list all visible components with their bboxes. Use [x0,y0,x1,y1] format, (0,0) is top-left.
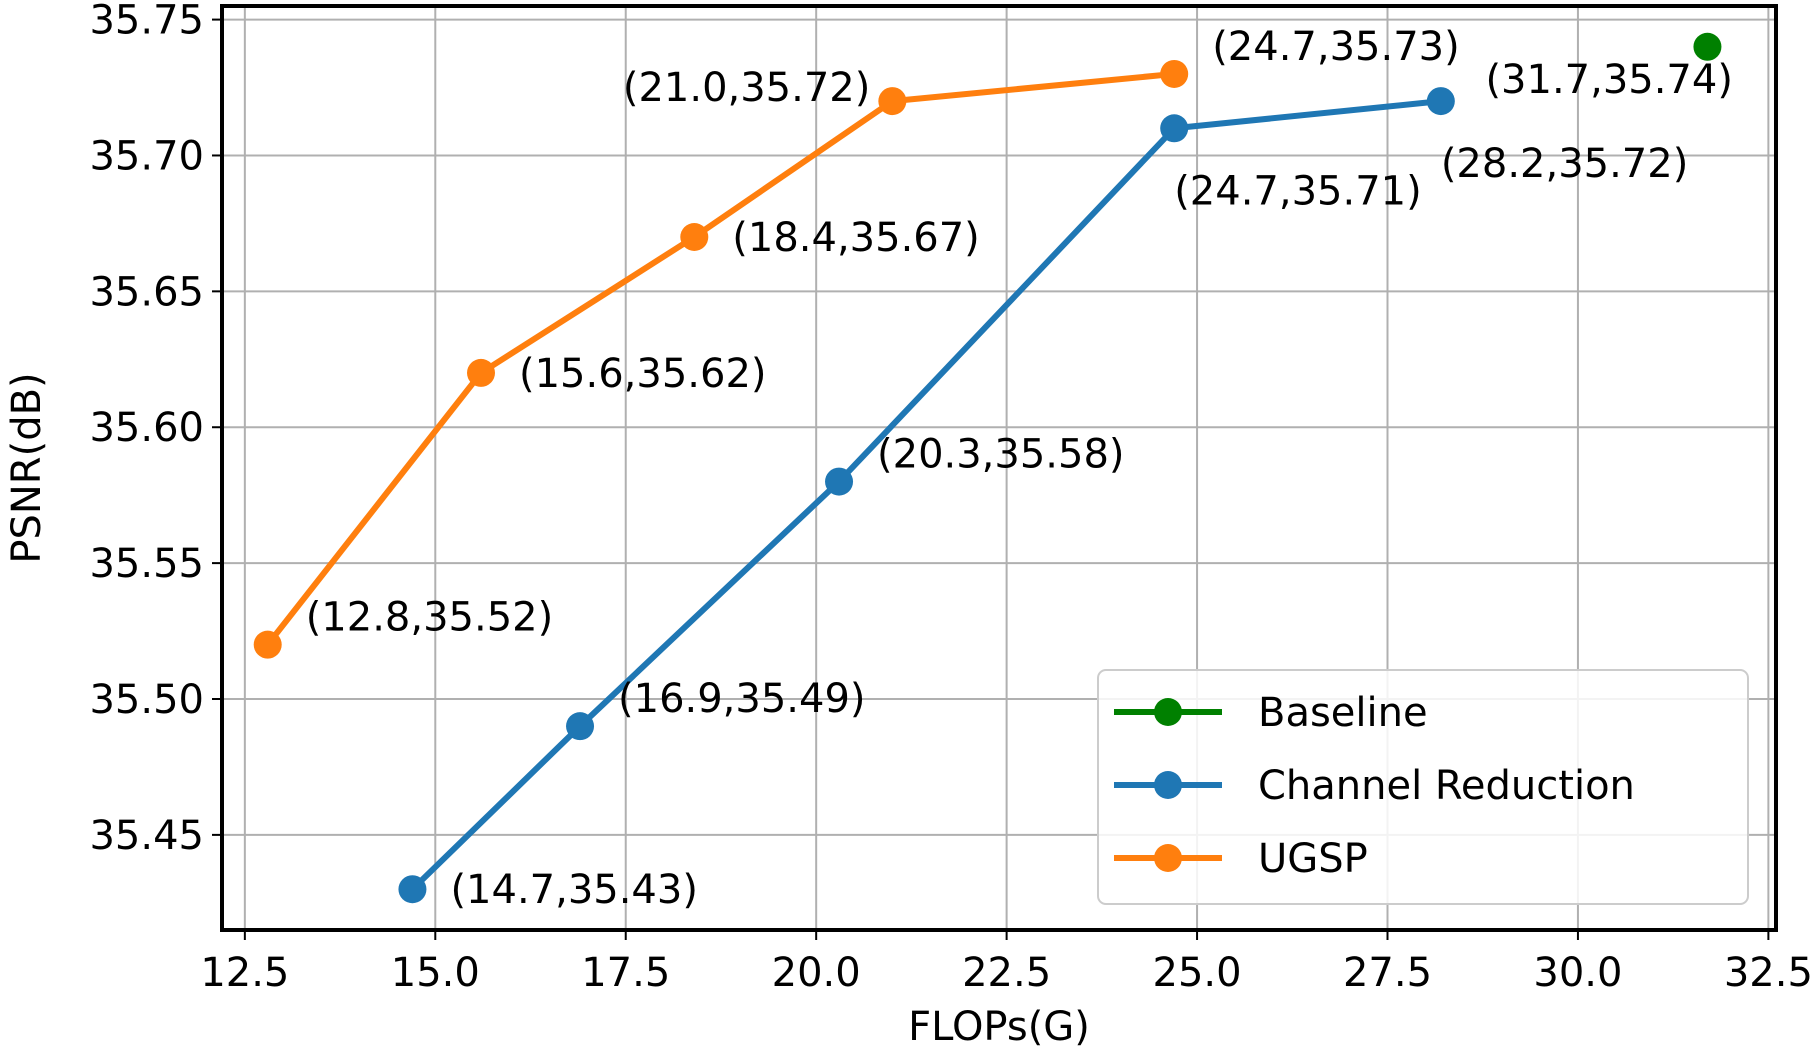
ugsp-point [467,358,495,387]
x-tick-label: 30.0 [1533,950,1622,996]
x-tick-label: 15.0 [391,950,480,996]
y-tick-label: 35.70 [89,133,204,179]
channel-reduction-point-label: (14.7,35.43) [450,867,698,913]
y-tick-label: 35.60 [89,405,204,451]
x-tick-label: 22.5 [962,950,1051,996]
ugsp-point-label: (21.0,35.72) [623,65,871,111]
channel-reduction-point [825,467,854,496]
channel-reduction-point-label: (24.7,35.71) [1174,168,1422,214]
legend-box [1097,669,1749,905]
series-layer [253,32,1722,904]
baseline-point [1693,32,1722,61]
x-tick-label: 20.0 [772,950,861,996]
legend-baseline-marker [1154,698,1182,726]
x-tick-label: 27.5 [1343,950,1432,996]
ugsp-point [680,223,709,251]
ugsp-point-label: (24.7,35.73) [1212,24,1460,70]
ugsp-point [253,630,282,659]
y-tick-label: 35.50 [89,677,204,723]
baseline-point-label: (31.7,35.74) [1485,57,1733,103]
ugsp-point [878,87,907,116]
x-tick-label: 32.5 [1724,950,1813,996]
point-annotations: (31.7,35.74) (14.7,35.43) (16.9,35.49) (20.… [306,24,1733,913]
y-axis-title: PSNR(dB) [4,372,50,563]
x-tick-label: 12.5 [200,950,289,996]
x-axis-title: FLOPs(G) [908,1004,1090,1050]
legend: Baseline Channel Reduction UGSP [1097,669,1749,905]
legend-ugsp-marker [1154,844,1182,872]
channel-reduction-point [398,875,427,904]
y-tick-label: 35.65 [89,269,204,315]
channel-reduction-point-label: (16.9,35.49) [618,676,866,722]
ugsp-point-label: (12.8,35.52) [306,595,554,641]
channel-reduction-point [1426,87,1455,116]
channel-reduction-point-label: (20.3,35.58) [877,432,1125,478]
x-tick-label: 17.5 [581,950,670,996]
x-tick-label: 25.0 [1153,950,1242,996]
ugsp-point-label: (15.6,35.62) [519,351,767,397]
ugsp-point-label: (18.4,35.67) [732,215,980,261]
x-axis: 12.5 15.0 17.5 20.0 22.5 25.0 27.5 30.0 32.5 [200,930,1813,996]
channel-reduction-point [566,712,595,741]
channel-reduction-point-label: (28.2,35.72) [1441,141,1689,187]
legend-channel-reduction-marker [1154,771,1182,799]
legend-ugsp-label: UGSP [1258,836,1368,882]
y-tick-label: 35.75 [89,0,204,44]
plot-frame [220,4,1778,932]
y-axis: 35.45 35.50 35.55 35.60 35.65 35.70 35.75 [89,0,222,859]
y-tick-label: 35.45 [89,813,204,859]
channel-reduction-point [1160,114,1189,143]
ugsp-point [1160,59,1189,88]
y-tick-label: 35.55 [89,541,204,587]
legend-baseline-label: Baseline [1258,690,1428,736]
legend-channel-reduction-label: Channel Reduction [1258,763,1635,809]
